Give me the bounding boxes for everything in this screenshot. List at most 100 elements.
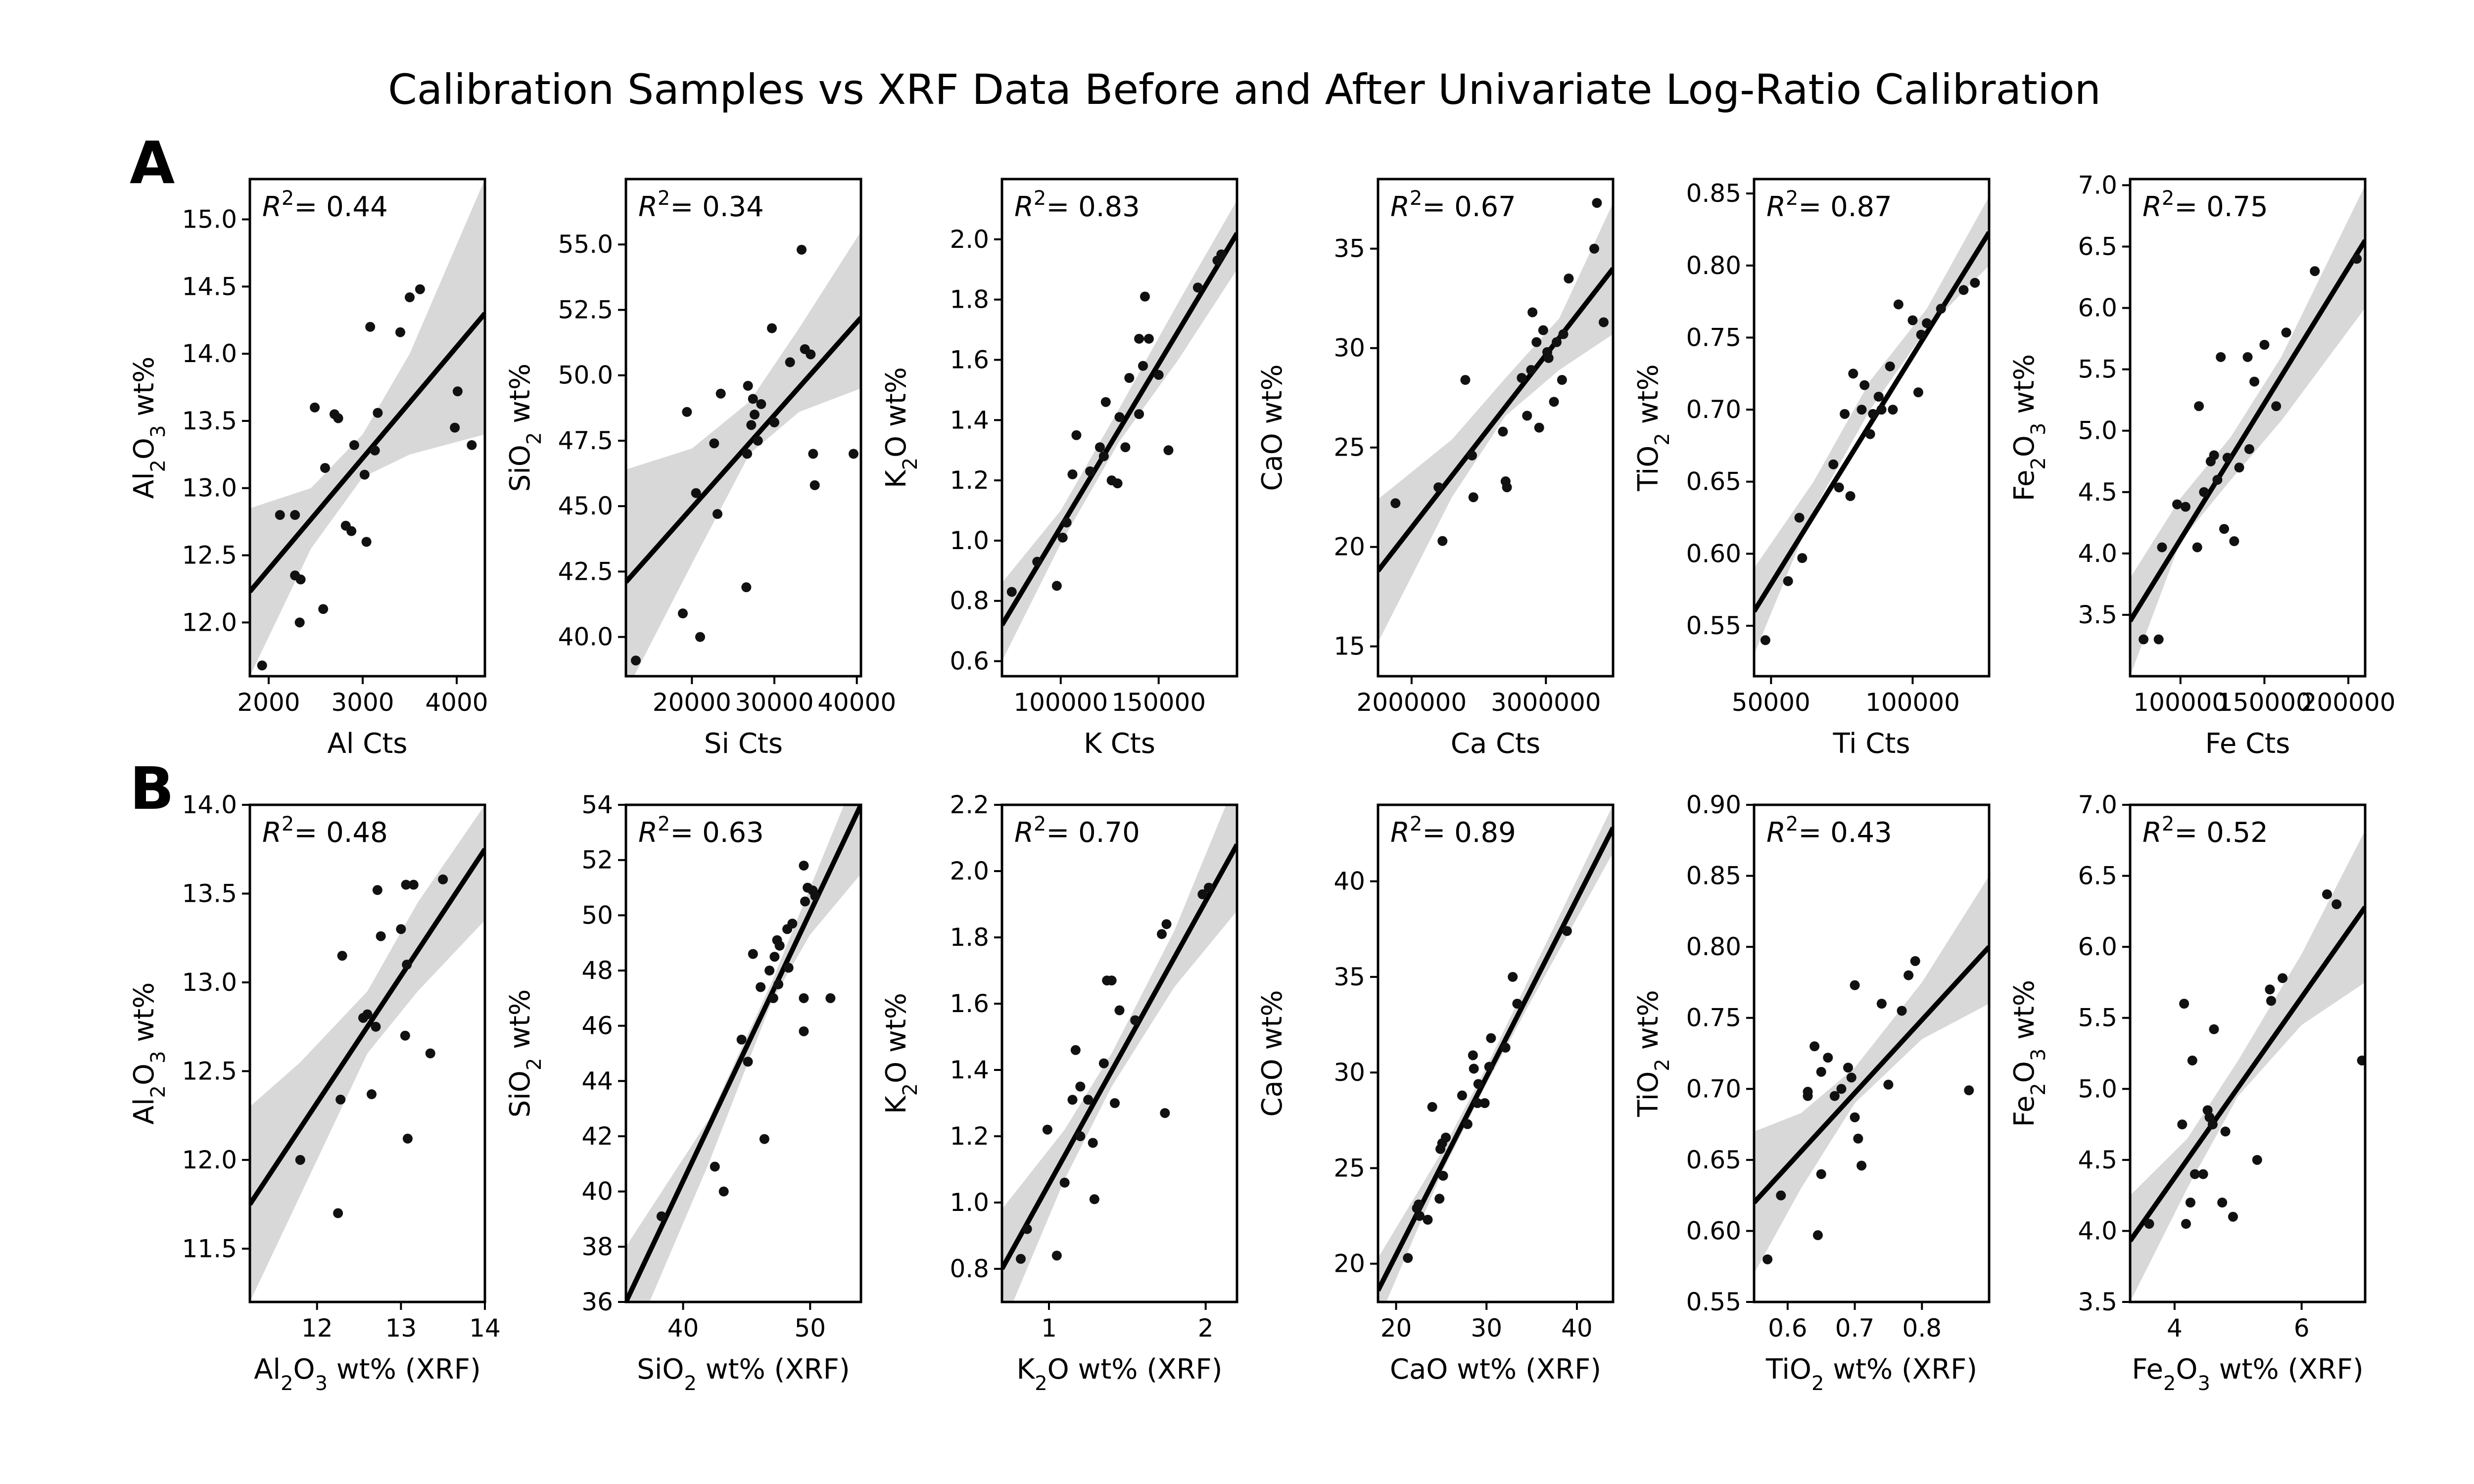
panel-a-2: 20000 30000 40000 40.0 42.5 45.0 47.5 50.0 52.5 5… bbox=[504, 178, 896, 760]
y-tick-label: 0.55 bbox=[1686, 611, 1741, 640]
data-point bbox=[1486, 1033, 1496, 1043]
data-point bbox=[1868, 409, 1878, 419]
y-tick-label: 1.4 bbox=[950, 406, 989, 434]
data-point bbox=[310, 402, 320, 413]
data-point bbox=[467, 440, 477, 450]
x-tick-label: 100000 bbox=[1865, 688, 1960, 717]
data-point bbox=[1543, 353, 1554, 363]
data-point bbox=[337, 951, 347, 961]
data-point bbox=[1534, 422, 1544, 433]
data-point bbox=[2244, 444, 2254, 454]
data-point bbox=[2177, 1119, 2188, 1130]
y-tick-label: 1.2 bbox=[950, 466, 989, 495]
data-point bbox=[1589, 243, 1599, 254]
y-tick-label: 42 bbox=[581, 1122, 613, 1151]
y-tick-label: 50.0 bbox=[558, 361, 613, 390]
data-point bbox=[1157, 929, 1167, 939]
data-point bbox=[1473, 1079, 1483, 1089]
data-point bbox=[1067, 1095, 1078, 1105]
panel-a-4: 2000000 3000000 15 20 25 30 35 Ca Cts CaO wt% R2=… bbox=[1256, 178, 1615, 760]
data-point bbox=[1061, 517, 1072, 528]
y-tick-label: 14.0 bbox=[182, 339, 237, 368]
x-tick-label: 3000000 bbox=[1491, 688, 1601, 717]
y-tick-label: 46 bbox=[581, 1012, 613, 1040]
y-tick-label: 40 bbox=[581, 1177, 613, 1206]
data-point bbox=[1467, 450, 1477, 461]
data-point bbox=[631, 655, 641, 666]
y-tick-label: 0.70 bbox=[1686, 395, 1741, 424]
x-tick-label: 150000 bbox=[2217, 688, 2312, 717]
data-point bbox=[402, 960, 412, 970]
r-squared-label: R2= 0.63 bbox=[638, 813, 764, 849]
data-point bbox=[1527, 307, 1538, 318]
data-point bbox=[2259, 340, 2270, 350]
data-point bbox=[2322, 889, 2332, 899]
y-tick-label: 35 bbox=[1333, 234, 1365, 263]
data-point bbox=[756, 982, 766, 992]
data-point bbox=[1468, 1050, 1478, 1061]
data-point bbox=[1138, 361, 1148, 371]
y-tick-label: 13.5 bbox=[182, 407, 237, 435]
plot-frame bbox=[1000, 178, 1238, 678]
y-tick-label: 40.0 bbox=[558, 623, 613, 651]
data-point bbox=[799, 1026, 809, 1036]
panel-b-2: 40 50 36 38 40 42 44 46 48 50 52 54 SiO2 wt% (XRF) Si… bbox=[504, 790, 862, 1395]
data-point bbox=[450, 422, 460, 433]
y-tick-label: 7.0 bbox=[2078, 171, 2117, 199]
row-label-a: A bbox=[130, 129, 175, 197]
y-tick-label: 6.5 bbox=[2078, 862, 2117, 890]
data-point bbox=[1531, 337, 1542, 347]
y-tick-label: 0.8 bbox=[950, 587, 989, 615]
data-point bbox=[759, 1134, 769, 1144]
data-point bbox=[361, 537, 372, 547]
r-squared-label: R2= 0.70 bbox=[1014, 813, 1140, 849]
data-point bbox=[2234, 463, 2244, 473]
data-point bbox=[1907, 315, 1918, 325]
regression-line bbox=[2130, 905, 2365, 1243]
r-squared-label: R2= 0.34 bbox=[638, 187, 764, 223]
y-tick-label: 47.5 bbox=[558, 426, 613, 455]
y-tick-label: 6.0 bbox=[2078, 932, 2117, 961]
data-point bbox=[1153, 370, 1164, 380]
panel-b-6: 4 6 3.5 4.0 4.5 5.0 5.5 6.0 6.5 7.0 Fe2O3 wt% (XRF… bbox=[2008, 790, 2367, 1395]
r-squared-label: R2= 0.48 bbox=[262, 813, 388, 849]
x-tick-label: 20 bbox=[1380, 1314, 1412, 1343]
data-point bbox=[1067, 469, 1078, 479]
data-point bbox=[1083, 1095, 1094, 1105]
data-point bbox=[1776, 1190, 1786, 1201]
plot-frame bbox=[624, 178, 862, 678]
data-point bbox=[1816, 1169, 1826, 1179]
r-squared-label: R2= 0.52 bbox=[2142, 813, 2268, 849]
data-point bbox=[1836, 1084, 1847, 1094]
confidence-band bbox=[250, 179, 485, 676]
panel-a-3: 100000 150000 0.6 0.8 1.0 1.2 1.4 1.6 1.8 2.0 K Ct… bbox=[880, 178, 1238, 760]
plot-frame bbox=[2129, 803, 2367, 1303]
data-point bbox=[715, 388, 726, 399]
x-tick-label: 2000 bbox=[237, 688, 300, 717]
data-point bbox=[656, 1211, 666, 1221]
data-point bbox=[1415, 1211, 1425, 1221]
data-point bbox=[785, 357, 795, 368]
data-point bbox=[1112, 478, 1123, 489]
data-point bbox=[1840, 409, 1850, 419]
data-point bbox=[2242, 352, 2253, 362]
data-point bbox=[1834, 482, 1844, 493]
y-tick-label: 4.0 bbox=[2078, 539, 2117, 568]
data-point bbox=[1059, 1177, 1070, 1188]
data-point bbox=[768, 993, 778, 1003]
data-point bbox=[773, 979, 784, 989]
data-point bbox=[1057, 532, 1068, 543]
y-tick-label: 0.60 bbox=[1686, 1216, 1741, 1245]
r-squared-label: R2= 0.43 bbox=[1766, 813, 1892, 849]
data-point bbox=[718, 1186, 729, 1197]
data-point bbox=[1114, 1005, 1125, 1016]
y-tick-label: 0.85 bbox=[1686, 862, 1741, 890]
data-point bbox=[1803, 1087, 1813, 1097]
y-tick-label: 12.5 bbox=[182, 541, 237, 570]
x-tick-label: 4 bbox=[2167, 1314, 2183, 1343]
data-point bbox=[2185, 1198, 2195, 1207]
y-tick-label: 5.5 bbox=[2078, 1004, 2117, 1032]
r-squared-label: R2= 0.75 bbox=[2142, 187, 2268, 223]
y-tick-label: 1.8 bbox=[950, 285, 989, 314]
